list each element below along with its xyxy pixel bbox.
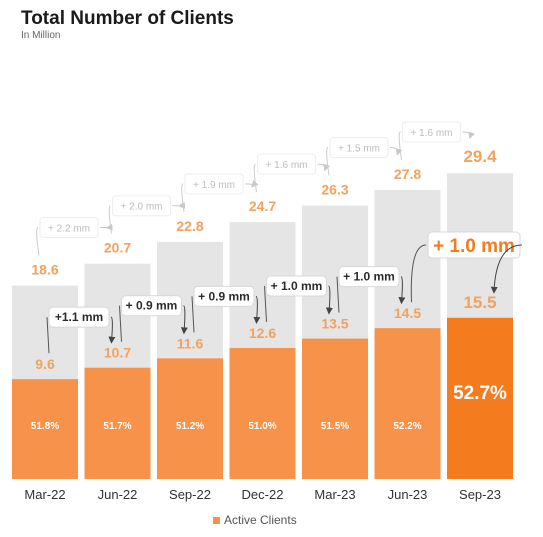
- x-tick-label: Mar-22: [24, 487, 65, 502]
- total-increment-box: [329, 136, 389, 158]
- active-increment-box: [338, 266, 400, 288]
- active-increment-box: [48, 306, 110, 328]
- active-increment-label: + 1.0 mm: [433, 236, 515, 257]
- active-increment-box: [266, 275, 327, 297]
- total-increment-arrow: [244, 180, 259, 188]
- active-increment-connector: [191, 296, 195, 333]
- total-value-label: 27.8: [394, 166, 421, 182]
- active-clients-bar: [12, 379, 78, 479]
- active-increment-arrow: [398, 276, 406, 305]
- total-increment-connector: [326, 146, 330, 176]
- active-clients-bar: [447, 317, 513, 479]
- active-value-label: 11.6: [177, 335, 204, 351]
- active-increment-arrow: [325, 285, 333, 315]
- active-increment-label: +1.1 mm: [55, 310, 103, 324]
- total-increment-label: + 1.6 mm: [266, 160, 308, 171]
- active-increment-label: + 1.0 mm: [343, 270, 395, 284]
- active-increment-arrow: [108, 316, 116, 344]
- x-tick-label: Dec-22: [242, 487, 284, 502]
- total-value-label: 24.7: [249, 198, 276, 214]
- total-increment-connector: [253, 163, 257, 193]
- total-increment-label: + 2.2 mm: [48, 224, 90, 235]
- x-tick-label: Sep-23: [459, 487, 501, 502]
- x-tick-label: Sep-22: [169, 487, 211, 502]
- x-tick-label: Mar-23: [314, 487, 355, 502]
- total-increment-connector: [398, 131, 402, 160]
- active-share-label: 51.2%: [176, 421, 204, 432]
- active-clients-bar: [157, 358, 223, 479]
- x-tick-label: Jun-22: [98, 487, 138, 502]
- total-increment-label: + 1.6 mm: [411, 128, 453, 139]
- active-value-label: 14.5: [394, 305, 421, 321]
- legend-label-active-clients: Active Clients: [224, 513, 297, 527]
- active-increment-connector: [410, 244, 427, 303]
- active-value-label: 15.5: [463, 293, 496, 312]
- total-increment-box: [112, 195, 171, 217]
- total-increment-connector: [108, 205, 112, 234]
- total-increment-connector: [181, 183, 185, 212]
- active-clients-bar: [374, 328, 441, 479]
- chart-title: Total Number of Clients: [21, 8, 234, 29]
- active-share-label: 51.5%: [321, 421, 349, 432]
- active-increment-connector: [46, 317, 50, 354]
- total-value-label: 20.7: [104, 240, 131, 256]
- active-value-label: 9.6: [35, 356, 55, 372]
- active-value-label: 13.5: [321, 316, 348, 332]
- active-value-label: 10.7: [104, 345, 131, 361]
- total-increment-box: [257, 153, 316, 175]
- total-increment-label: + 1.9 mm: [193, 180, 235, 191]
- total-increment-box: [184, 173, 244, 195]
- active-increment-label: + 1.0 mm: [271, 279, 323, 293]
- total-increment-label: + 1.5 mm: [338, 143, 380, 154]
- active-clients-bar: [84, 367, 151, 479]
- active-increment-arrow: [253, 295, 261, 324]
- active-share-label: 52.7%: [453, 383, 507, 404]
- active-increment-box: [121, 295, 182, 317]
- active-share-label: 52.2%: [393, 421, 421, 432]
- active-share-label: 51.7%: [103, 421, 131, 432]
- active-increment-connector: [119, 305, 122, 342]
- active-increment-arrow: [180, 305, 188, 335]
- active-increment-connector: [264, 285, 267, 322]
- active-increment-label: + 0.9 mm: [198, 289, 250, 303]
- chart-subtitle: In Million: [21, 30, 61, 41]
- legend-swatch-active-clients: [213, 516, 220, 524]
- legend: Active Clients: [213, 513, 297, 527]
- total-increment-connector: [36, 227, 40, 256]
- total-increment-label: + 2.0 mm: [121, 202, 163, 213]
- active-increment-box: [193, 285, 255, 307]
- active-clients-bar: [229, 347, 296, 479]
- active-increment-connector: [336, 276, 340, 313]
- total-increment-arrow: [317, 163, 331, 172]
- total-increment-arrow: [389, 146, 403, 156]
- active-value-label: 12.6: [249, 325, 276, 341]
- total-increment-box: [39, 217, 99, 239]
- x-tick-label: Jun-23: [388, 487, 428, 502]
- total-increment-arrow: [462, 131, 476, 140]
- total-value-label: 29.4: [463, 147, 497, 166]
- active-share-label: 51.8%: [31, 421, 59, 432]
- total-value-label: 26.3: [321, 181, 348, 197]
- total-value-label: 18.6: [31, 262, 58, 278]
- active-clients-bar: [302, 338, 368, 479]
- active-increment-label: + 0.9 mm: [126, 299, 178, 313]
- total-value-label: 22.8: [176, 218, 203, 234]
- active-increment-arrow: [490, 244, 523, 294]
- active-share-label: 51.0%: [248, 421, 276, 432]
- total-increment-box: [402, 121, 461, 143]
